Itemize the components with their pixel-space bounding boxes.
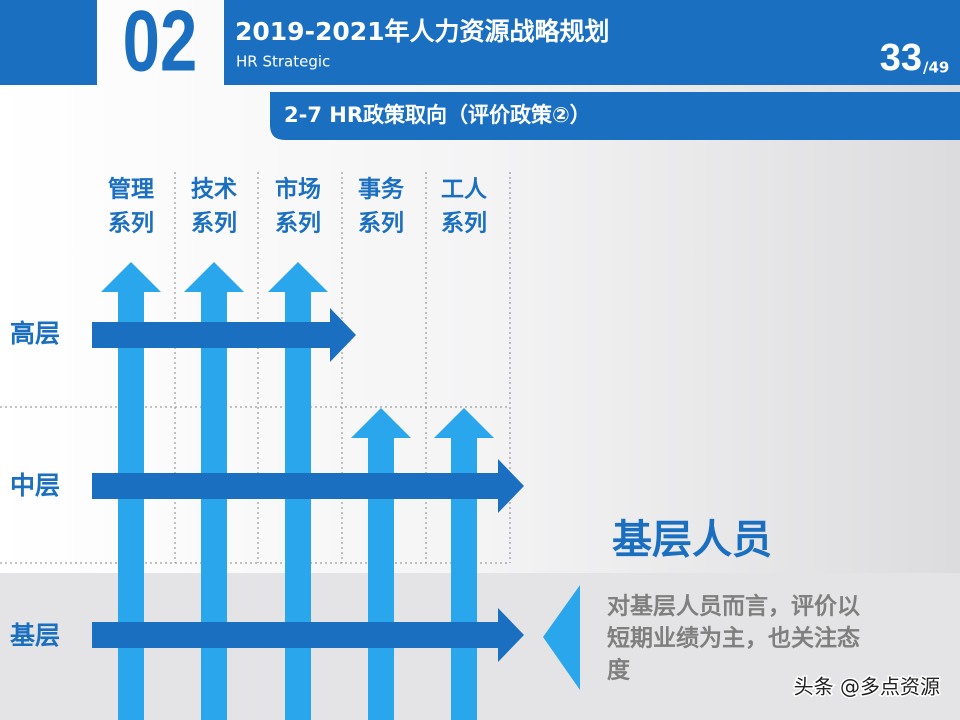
callout-heading: 基层人员 [612, 517, 772, 563]
row-label: 基层 [10, 621, 60, 650]
watermark: 头条 @多点资源 [794, 675, 940, 699]
column-label: 系列 [191, 211, 237, 237]
section-title: 2-7 HR政策取向（评价政策②） [284, 103, 591, 127]
row-label: 中层 [10, 471, 60, 500]
section-number: 02 [123, 0, 198, 90]
header-bar [224, 0, 960, 85]
row-labels: 高层 中层 基层 [10, 319, 60, 650]
callout-line: 短期业绩为主，也关注态 [607, 625, 860, 652]
column-label: 系列 [108, 211, 154, 237]
column-label: 市场 [275, 176, 321, 203]
horizontal-arrows [92, 308, 524, 662]
header-left-block [0, 0, 97, 85]
column-label: 管理 [108, 176, 154, 203]
column-label: 系列 [275, 211, 321, 237]
page-total: /49 [923, 59, 949, 77]
column-labels: 管理 系列 技术 系列 市场 系列 事务 系列 工人 系列 [108, 176, 488, 237]
callout-line: 对基层人员而言，评价以 [607, 593, 860, 620]
callout-line: 度 [607, 657, 631, 684]
row-label: 高层 [10, 319, 60, 348]
callout-pointer [543, 585, 580, 690]
header-title: 2019-2021年人力资源战略规划 [235, 17, 610, 46]
callout-text: 对基层人员而言，评价以 短期业绩为主，也关注态 度 [607, 593, 860, 684]
column-label: 工人 [441, 177, 488, 203]
section-bar [270, 92, 960, 140]
column-label: 事务 [358, 177, 405, 203]
column-label: 系列 [441, 211, 487, 237]
column-label: 系列 [358, 211, 404, 237]
page-number: 33 [880, 37, 922, 79]
column-label: 技术 [191, 177, 237, 203]
header-subtitle: HR Strategic [236, 53, 330, 71]
